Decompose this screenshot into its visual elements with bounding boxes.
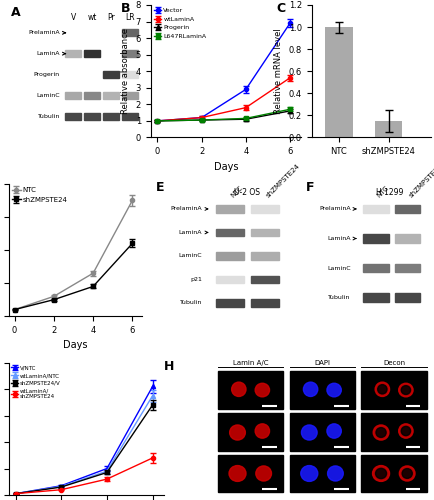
Bar xyxy=(250,252,278,260)
Text: DAPI: DAPI xyxy=(314,360,329,366)
Bar xyxy=(362,204,388,213)
Bar xyxy=(84,112,100,120)
Ellipse shape xyxy=(255,466,271,481)
Ellipse shape xyxy=(231,382,246,396)
Bar xyxy=(215,229,243,236)
Bar xyxy=(394,264,420,272)
X-axis label: Days: Days xyxy=(213,162,238,172)
Ellipse shape xyxy=(327,466,342,481)
Text: H 1299: H 1299 xyxy=(375,188,403,197)
Bar xyxy=(325,27,352,138)
Bar xyxy=(122,112,137,120)
Bar xyxy=(394,294,420,302)
Ellipse shape xyxy=(300,466,317,481)
Text: C: C xyxy=(276,2,285,16)
Bar xyxy=(122,71,137,78)
Bar xyxy=(65,92,81,99)
Y-axis label: Relative absorbance: Relative absorbance xyxy=(121,28,130,114)
Text: Progerin: Progerin xyxy=(34,72,60,77)
Text: Decon: Decon xyxy=(382,360,404,366)
Text: A: A xyxy=(11,6,21,20)
Ellipse shape xyxy=(398,466,414,481)
Text: shZMPSTE24: shZMPSTE24 xyxy=(407,162,434,198)
Bar xyxy=(250,229,278,236)
Ellipse shape xyxy=(377,384,386,394)
Ellipse shape xyxy=(326,424,341,438)
Text: Tubulin: Tubulin xyxy=(327,295,350,300)
Ellipse shape xyxy=(301,425,316,440)
Ellipse shape xyxy=(255,424,269,438)
Ellipse shape xyxy=(375,468,386,478)
Text: Lamin A/C: Lamin A/C xyxy=(232,360,268,366)
Bar xyxy=(103,112,118,120)
Text: Tubulin: Tubulin xyxy=(179,300,201,306)
Ellipse shape xyxy=(401,468,411,478)
Text: wt: wt xyxy=(87,13,96,22)
Legend: V/NTC, wtLaminA/NTC, shZMPSTE24/V, wtLaminA/
shZMPSTE24: V/NTC, wtLaminA/NTC, shZMPSTE24/V, wtLam… xyxy=(11,366,60,400)
Bar xyxy=(122,92,137,99)
Bar xyxy=(374,121,401,138)
Ellipse shape xyxy=(374,382,389,396)
Bar xyxy=(122,50,137,58)
Text: Pr: Pr xyxy=(107,13,115,22)
Bar xyxy=(362,234,388,243)
Text: B: B xyxy=(121,2,130,16)
Text: LaminA: LaminA xyxy=(36,51,60,56)
Bar xyxy=(122,29,137,36)
Ellipse shape xyxy=(372,466,389,481)
Text: U-2 OS: U-2 OS xyxy=(233,188,259,197)
Bar xyxy=(103,92,118,99)
Bar xyxy=(394,204,420,213)
Ellipse shape xyxy=(372,425,388,440)
Bar xyxy=(250,276,278,283)
Ellipse shape xyxy=(326,384,341,397)
Text: F: F xyxy=(306,181,314,194)
Text: V: V xyxy=(70,13,76,22)
X-axis label: Days: Days xyxy=(63,340,88,350)
Ellipse shape xyxy=(255,384,269,397)
Bar xyxy=(84,50,100,58)
Ellipse shape xyxy=(375,428,385,438)
Text: E: E xyxy=(155,181,164,194)
Ellipse shape xyxy=(228,466,246,481)
Bar xyxy=(84,92,100,99)
Bar xyxy=(215,276,243,283)
Text: LaminC: LaminC xyxy=(36,93,60,98)
Bar xyxy=(65,50,81,58)
Bar xyxy=(215,206,243,212)
Bar xyxy=(103,71,118,78)
Text: NTC: NTC xyxy=(375,184,389,198)
Text: p21: p21 xyxy=(190,277,201,282)
Text: PrelaminA: PrelaminA xyxy=(318,206,350,212)
Text: PrelaminA: PrelaminA xyxy=(28,30,60,36)
Ellipse shape xyxy=(398,384,412,397)
Text: NTC: NTC xyxy=(229,184,243,198)
Legend: NTC, shZMPSTE24: NTC, shZMPSTE24 xyxy=(12,188,67,202)
Ellipse shape xyxy=(400,386,410,394)
Text: H: H xyxy=(164,360,174,373)
Bar xyxy=(362,294,388,302)
Bar xyxy=(250,206,278,212)
Text: LaminA: LaminA xyxy=(178,230,201,235)
Legend: Vector, wtLaminA, Progerin, L647RLaminA: Vector, wtLaminA, Progerin, L647RLaminA xyxy=(154,8,206,39)
Bar xyxy=(394,234,420,243)
Text: LaminA: LaminA xyxy=(326,236,350,241)
Bar xyxy=(362,264,388,272)
Bar xyxy=(215,252,243,260)
Bar xyxy=(65,112,81,120)
Text: LR: LR xyxy=(125,13,134,22)
Text: PrelaminA: PrelaminA xyxy=(170,206,201,212)
Ellipse shape xyxy=(398,424,412,438)
Y-axis label: Relative mRNA level: Relative mRNA level xyxy=(273,28,283,114)
Text: Tubulin: Tubulin xyxy=(37,114,60,118)
Text: LaminC: LaminC xyxy=(326,266,350,270)
Ellipse shape xyxy=(400,426,410,436)
Bar xyxy=(250,300,278,306)
Bar xyxy=(215,300,243,306)
Ellipse shape xyxy=(229,425,245,440)
Text: LaminC: LaminC xyxy=(178,254,201,258)
Ellipse shape xyxy=(302,382,317,396)
Text: shZMPSTE24: shZMPSTE24 xyxy=(264,162,300,198)
